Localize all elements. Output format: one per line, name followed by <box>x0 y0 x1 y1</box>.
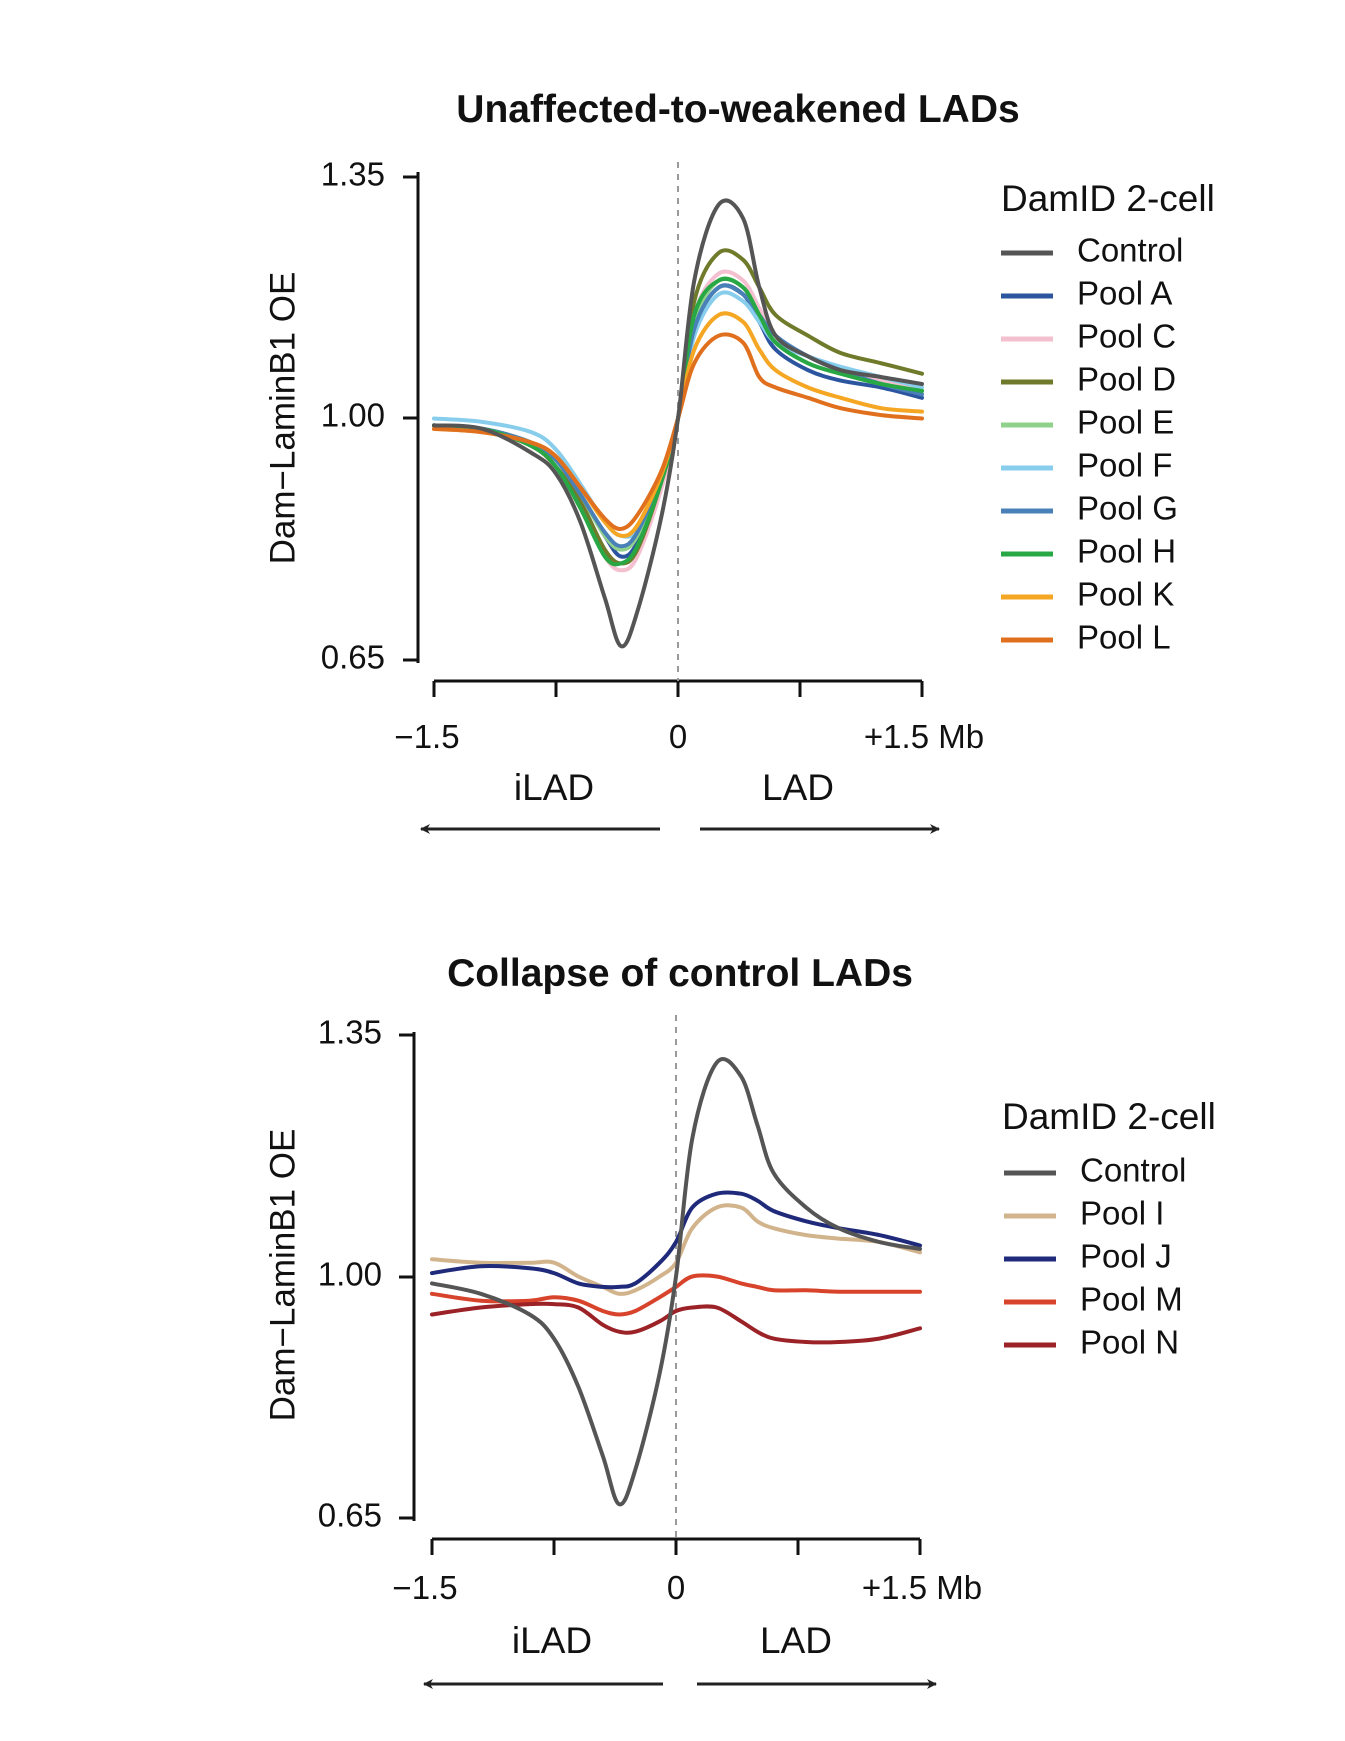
panel-2-title: Collapse of control LADs <box>447 952 913 995</box>
legend-label-pool-l: Pool L <box>1077 619 1171 656</box>
panel-2-x-tick-label: 0 <box>667 1569 685 1606</box>
panel-1-y-tick-label: 1.00 <box>321 397 385 434</box>
legend-label-pool-i: Pool I <box>1080 1195 1164 1232</box>
legend-label-pool-f: Pool F <box>1077 447 1172 484</box>
panel-2-lad-label: LAD <box>760 1620 832 1661</box>
panel-1-lad-label: LAD <box>762 767 834 808</box>
panel-1-legend: Control Pool A Pool C Pool D Pool E Pool F Poo… <box>1001 232 1183 656</box>
legend-label-pool-d: Pool D <box>1077 361 1176 398</box>
panel-2-series-lines <box>430 1057 922 1507</box>
panel-1-legend-title: DamID 2-cell <box>1001 178 1215 219</box>
legend-label-control: Control <box>1077 232 1183 269</box>
legend-label-pool-m: Pool M <box>1080 1281 1183 1318</box>
panel-1-ilad-label: iLAD <box>514 767 594 808</box>
panel-2-legend-title: DamID 2-cell <box>1002 1096 1216 1137</box>
series-line-control <box>432 198 924 649</box>
panel-2-y-tick-label: 0.65 <box>318 1497 382 1534</box>
series-line-pool-j <box>430 1190 922 1290</box>
legend-label-pool-k: Pool K <box>1077 576 1174 613</box>
legend-label-pool-g: Pool G <box>1077 490 1178 527</box>
panel-collapse: Collapse of control LADs Dam−LaminB1 OE … <box>263 952 1216 1689</box>
panel-2-y-tick-label: 1.00 <box>318 1256 382 1293</box>
panel-1-y-tick-label: 0.65 <box>321 639 385 676</box>
panel-1-x-tick-label: 0 <box>669 718 687 755</box>
panel-1-title: Unaffected-to-weakened LADs <box>456 88 1019 131</box>
panel-1-y-axis-label: Dam−LaminB1 OE <box>263 272 302 565</box>
panel-2-x-tick-label: +1.5 Mb <box>862 1569 982 1606</box>
legend-label-pool-e: Pool E <box>1077 404 1174 441</box>
panel-1-y-tick-label: 1.35 <box>321 156 385 193</box>
panel-unaffected: Unaffected-to-weakened LADs Dam−LaminB1 … <box>263 88 1215 834</box>
legend-label-pool-n: Pool N <box>1080 1324 1179 1361</box>
legend-label-pool-c: Pool C <box>1077 318 1176 355</box>
legend-label-pool-a: Pool A <box>1077 275 1172 312</box>
series-line-control <box>430 1057 922 1507</box>
panel-1-series-lines <box>432 198 924 649</box>
panel-1-x-tick-label: −1.5 <box>394 718 459 755</box>
panel-1-x-tick-label: +1.5 Mb <box>864 718 984 755</box>
panel-2-y-tick-label: 1.35 <box>318 1014 382 1051</box>
legend-label-pool-h: Pool H <box>1077 533 1176 570</box>
series-line-pool-n <box>430 1301 922 1345</box>
panel-2-x-tick-label: −1.5 <box>392 1569 457 1606</box>
panel-2-y-axis-label: Dam−LaminB1 OE <box>263 1129 302 1422</box>
legend-label-control: Control <box>1080 1152 1186 1189</box>
panel-2-ilad-label: iLAD <box>512 1620 592 1661</box>
panel-2-legend: Control Pool I Pool J Pool M Pool N <box>1004 1152 1186 1361</box>
legend-label-pool-j: Pool J <box>1080 1238 1172 1275</box>
